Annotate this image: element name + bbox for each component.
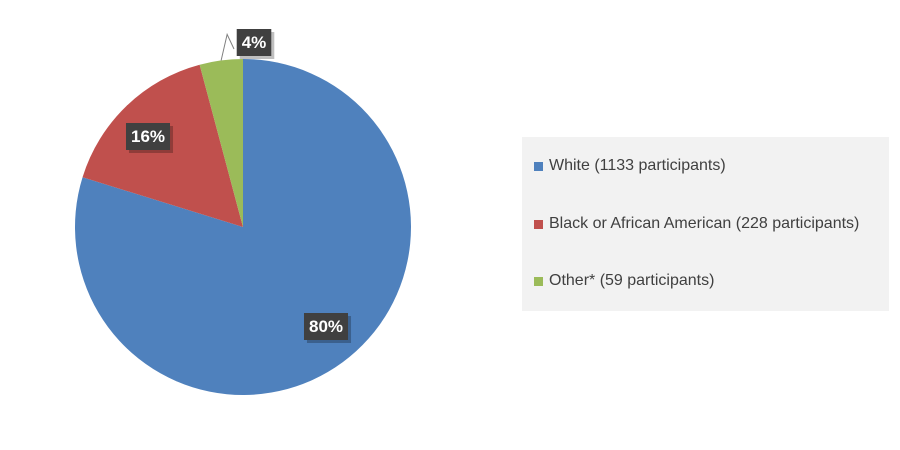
legend-item-white: White (1133 participants) <box>534 157 726 175</box>
legend-item-black-or-african-american: Black or African American (228 participa… <box>534 215 859 233</box>
data-label-text-white: 80% <box>309 317 343 336</box>
legend-label-other: Other* (59 participants) <box>549 272 715 289</box>
data-label-box-black-or-african-american <box>125 123 171 150</box>
pie-slice-white <box>75 59 412 396</box>
legend: White (1133 participants) Black or Afric… <box>522 137 889 311</box>
data-label-box-white <box>303 313 349 340</box>
data-label-text-other: 4% <box>242 33 267 52</box>
data-label-box-other <box>236 29 272 56</box>
data-labels: 80% 16% 4% <box>125 29 352 343</box>
legend-swatch-other <box>534 276 543 286</box>
legend-item-other: Other* (59 participants) <box>534 272 714 290</box>
legend-swatch-black-or-african-american <box>534 219 543 229</box>
leader-line-other <box>220 32 235 61</box>
data-label-other: 4% <box>236 29 275 59</box>
data-label-white: 80% <box>303 313 352 343</box>
data-label-text-black-or-african-american: 16% <box>131 127 165 146</box>
leader-lines <box>220 32 235 61</box>
legend-label-white: White (1133 participants) <box>549 157 726 174</box>
legend-label-black-or-african-american: Black or African American (228 participa… <box>549 215 860 232</box>
pie-slice-other <box>199 59 243 227</box>
pie-slices <box>75 59 412 396</box>
data-label-black-or-african-american: 16% <box>125 123 174 153</box>
legend-swatch-white <box>534 161 543 171</box>
